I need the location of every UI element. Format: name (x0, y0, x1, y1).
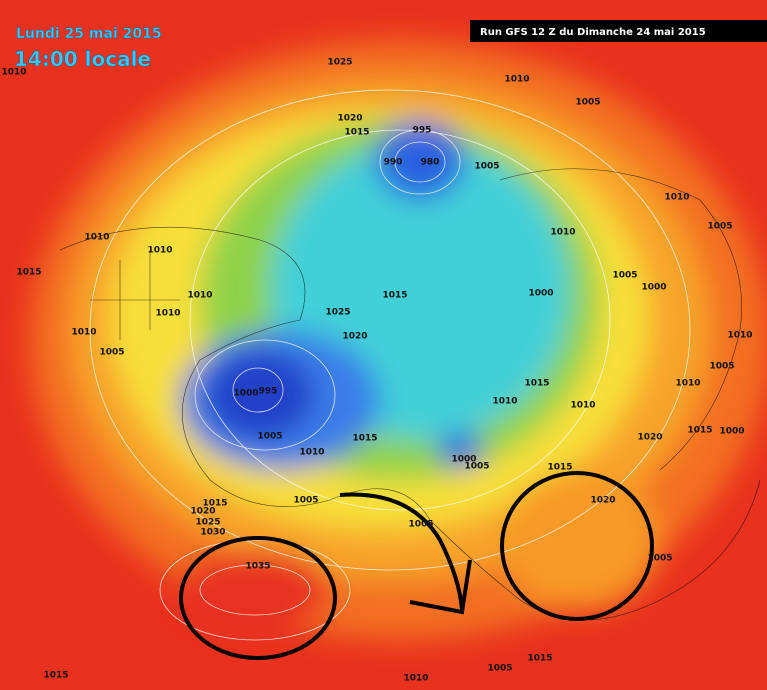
isobar-label: 1010 (155, 309, 180, 319)
isobar-label: 1005 (464, 462, 489, 472)
isobar-label: 1010 (147, 246, 172, 256)
isobar-label: 1010 (1, 68, 26, 78)
date-label: Lundi 25 mai 2015 (16, 26, 162, 42)
coastlines (59, 168, 761, 621)
isobar-label: 1010 (727, 331, 752, 341)
run-box (470, 20, 767, 42)
isobar-label: 1015 (527, 654, 552, 664)
isobar-label: 1015 (382, 291, 407, 301)
isobar-label: 1025 (325, 308, 350, 318)
isobar-label: 1015 (344, 128, 369, 138)
isobar-label: 1000 (233, 389, 258, 399)
isobar-label: 1015 (687, 426, 712, 436)
annotations (179, 471, 654, 660)
isobar-label: 1010 (570, 401, 595, 411)
isobar-label: 1005 (575, 98, 600, 108)
isobar-label: 1005 (408, 520, 433, 530)
pressure-field (30, 40, 767, 640)
isobar-label: 1000 (719, 427, 744, 437)
isobar-label: 1025 (327, 58, 352, 68)
isobar-label: 995 (259, 387, 278, 397)
time-label: 14:00 locale (14, 47, 151, 71)
isobar-label: 1020 (190, 507, 215, 517)
isobar-label: 1005 (257, 432, 282, 442)
isobar-label: 1015 (202, 499, 227, 509)
isobar-label: 1035 (245, 562, 270, 572)
isobar-label: 1010 (664, 193, 689, 203)
isobar-label: 1010 (71, 328, 96, 338)
isobar-label: 1010 (84, 233, 109, 243)
isobar-label: 1005 (647, 554, 672, 564)
isobar-label: 1005 (99, 348, 124, 358)
isobar-label: 1025 (195, 518, 220, 528)
isobar-label: 1015 (352, 434, 377, 444)
isobar-label: 990 (384, 158, 403, 168)
isobar-label: 1005 (709, 362, 734, 372)
isobar-label: 1020 (342, 332, 367, 342)
isobar-label: 1015 (16, 268, 41, 278)
isobar-label: 1005 (474, 162, 499, 172)
isobar-label: 995 (413, 126, 432, 136)
isobar-label: 1010 (550, 228, 575, 238)
isobar-label: 1005 (487, 664, 512, 674)
isobar-label: 1000 (641, 283, 666, 293)
isobar-label: 1000 (528, 289, 553, 299)
isobar-label: 1010 (299, 448, 324, 458)
isobar-label: 1015 (547, 463, 572, 473)
isobar-label: 1020 (337, 114, 362, 124)
isobar-label: 1005 (612, 271, 637, 281)
run-label: Run GFS 12 Z du Dimanche 24 mai 2015 (480, 27, 706, 38)
isobar-label: 1030 (200, 528, 225, 538)
isobar-label: 1010 (492, 397, 517, 407)
isobar-label: 1020 (590, 496, 615, 506)
isobar-label: 1000 (451, 455, 476, 465)
isobar-label: 1010 (675, 379, 700, 389)
isobar-label: 980 (421, 158, 440, 168)
isobar-label: 1010 (504, 75, 529, 85)
isobar-label: 1020 (637, 433, 662, 443)
isobar-label: 1005 (293, 496, 318, 506)
isobars (89, 89, 691, 641)
isobar-label: 1010 (187, 291, 212, 301)
isobar-label: 1015 (43, 671, 68, 681)
isobar-label: 1015 (524, 379, 549, 389)
isobar-label: 1010 (403, 674, 428, 684)
isobar-label: 1005 (707, 222, 732, 232)
